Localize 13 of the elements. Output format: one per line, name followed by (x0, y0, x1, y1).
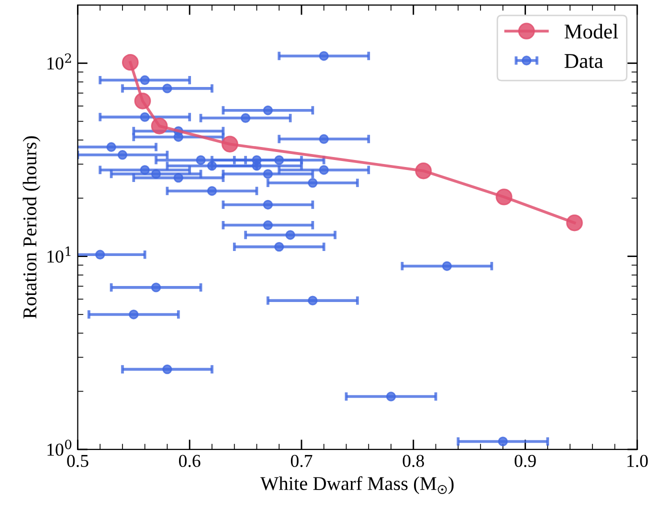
x-axis-title: White Dwarf Mass (M$_{☉}$) (260, 476, 454, 494)
x-tick-label: 0.5 (67, 454, 88, 468)
y-tick-label: 10$^{2}$ (48, 53, 71, 70)
x-tick-label: 0.8 (402, 454, 424, 468)
y-axis-title: Rotation Period (hours) (22, 136, 40, 318)
x-tick-label: 0.7 (290, 454, 312, 468)
y-tick-label: 10$^{0}$ (48, 440, 72, 456)
x-tick-label: 0.9 (514, 454, 536, 468)
legend-label: Model (564, 24, 618, 39)
y-tick-label: 10$^{1}$ (48, 246, 70, 263)
legend-label: Data (564, 54, 604, 68)
x-tick-label: 0.6 (179, 454, 200, 468)
x-tick-label: 1.0 (627, 454, 648, 468)
